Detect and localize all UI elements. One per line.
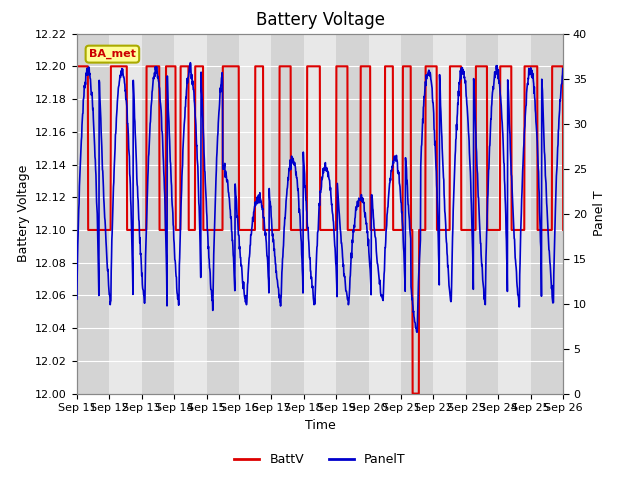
Bar [499, 34, 531, 394]
Bar [369, 34, 401, 394]
Bar [304, 34, 336, 394]
Text: BA_met: BA_met [89, 49, 136, 59]
Title: Battery Voltage: Battery Voltage [255, 11, 385, 29]
Bar [174, 34, 207, 394]
Bar [109, 34, 141, 394]
Bar [433, 34, 466, 394]
Legend: BattV, PanelT: BattV, PanelT [229, 448, 411, 471]
Y-axis label: Battery Voltage: Battery Voltage [17, 165, 29, 262]
X-axis label: Time: Time [305, 419, 335, 432]
Bar [239, 34, 271, 394]
Y-axis label: Panel T: Panel T [593, 191, 605, 237]
